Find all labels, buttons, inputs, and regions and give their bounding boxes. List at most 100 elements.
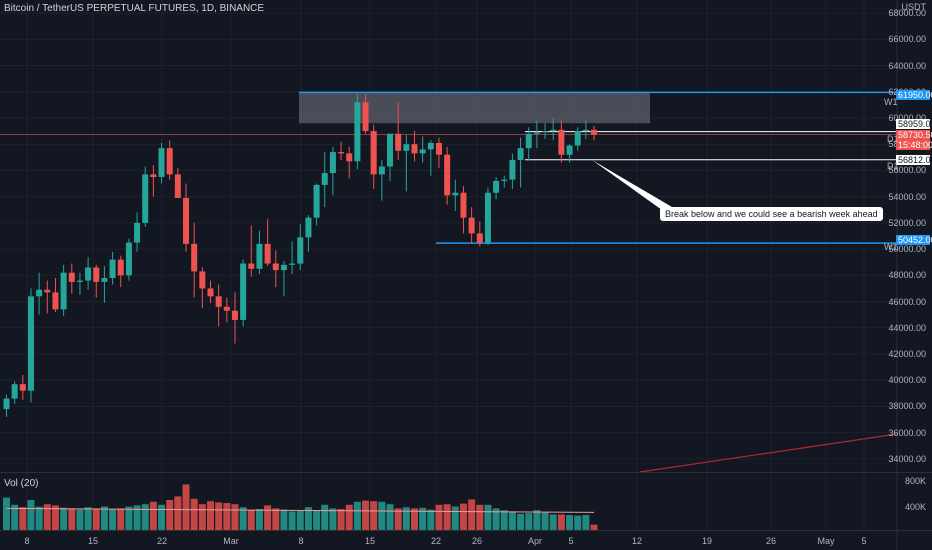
volume-bar [459, 503, 467, 530]
volume-bar [427, 509, 435, 530]
grid-lines [0, 0, 897, 530]
volume-bar [255, 509, 263, 530]
volume-bar [345, 504, 353, 530]
candle-body [460, 192, 467, 218]
volume-bar [557, 514, 565, 530]
candle-body [558, 129, 565, 155]
volume-bar [207, 501, 214, 530]
candle-body [419, 149, 426, 154]
volume-bar [231, 504, 239, 530]
price-tick: 40000.00 [888, 375, 926, 386]
volume-bar [394, 508, 402, 530]
time-tick: 22 [430, 536, 442, 546]
candle-body [174, 174, 181, 198]
volume-bar [329, 508, 337, 530]
volume-bar [215, 502, 223, 530]
candle-body [468, 217, 475, 234]
price-tick: 54000.00 [888, 191, 926, 202]
candle-body [566, 145, 573, 155]
candle-body [11, 384, 18, 399]
candle-body [109, 259, 116, 278]
candle-body [60, 272, 67, 310]
volume-bar [525, 513, 533, 530]
volume-bar [574, 515, 582, 530]
candle-body [93, 267, 100, 282]
candle-body [223, 306, 230, 311]
volume-bar [476, 504, 484, 530]
candle-body [289, 263, 296, 265]
time-tick: 15 [87, 536, 99, 546]
volume-bar [296, 510, 304, 530]
volume-bar [35, 506, 43, 530]
candle-body [354, 102, 361, 162]
time-tick: Mar [223, 536, 239, 546]
level-tag-w1-lower: W1 [884, 242, 898, 252]
price-label-w1-upper: 61950.00 [896, 90, 932, 100]
volume-bar [451, 506, 459, 530]
volume-scale-800k: 800K [904, 476, 926, 486]
candle-body [3, 398, 10, 410]
time-tick: 8 [24, 536, 30, 546]
candle-body [231, 310, 238, 320]
time-tick: May [817, 536, 835, 546]
annotation-callout[interactable]: Break below and we could see a bearish w… [660, 207, 883, 221]
resistance-zone-box [299, 92, 650, 124]
price-tick: 38000.00 [888, 401, 926, 412]
volume-bar [247, 510, 255, 530]
volume-bar [402, 507, 410, 530]
volume-bar [386, 504, 394, 530]
volume-bar [313, 510, 321, 530]
candle-body [280, 264, 287, 271]
price-label-current: 58730.50 [896, 130, 932, 140]
candle-body [183, 197, 190, 244]
volume-bar [264, 505, 272, 530]
candle-body [27, 296, 34, 391]
volume-bar [370, 501, 378, 530]
volume-bar [378, 501, 386, 530]
volume-bar [419, 507, 427, 530]
volume-bar [117, 508, 125, 530]
time-tick: 19 [701, 536, 713, 546]
price-tick: 48000.00 [888, 270, 926, 281]
candle-body [395, 133, 402, 151]
candle-body [142, 174, 149, 223]
volume-bar [76, 509, 84, 530]
price-tick: 42000.00 [888, 349, 926, 359]
volume-bar [582, 515, 590, 530]
volume-bar [443, 504, 451, 530]
candle-body [533, 132, 540, 134]
candle-body [19, 384, 26, 391]
candle-body [574, 131, 581, 146]
volume-scale-400k: 400K [904, 502, 926, 512]
candle-body [452, 192, 459, 196]
candle-body [248, 263, 255, 269]
chart-title: Bitcoin / TetherUS PERPETUAL FUTURES, 1D… [4, 3, 265, 14]
volume-indicator-label[interactable]: Vol (20) [4, 478, 39, 489]
candle-body [329, 152, 336, 174]
volume-bar [272, 508, 280, 530]
candle-body [501, 179, 508, 181]
candle-body [444, 154, 451, 196]
currency-label: USDT [901, 2, 927, 12]
annotation-pointer [592, 160, 672, 210]
volume-bar [109, 509, 117, 530]
red-trend-line [639, 433, 898, 473]
candle-body [150, 174, 157, 177]
volume-bar [533, 510, 541, 530]
volume-bar [280, 509, 288, 530]
volume-bar [68, 508, 76, 530]
time-tick: 5 [861, 536, 867, 546]
volume-bar [125, 506, 133, 530]
candle-body [542, 131, 549, 133]
candle-body [582, 129, 589, 132]
candle-body [321, 173, 328, 185]
volume-bar [51, 505, 59, 530]
volume-ma-line [6, 507, 595, 513]
price-tick: 36000.00 [888, 427, 926, 438]
candle-body [256, 243, 263, 269]
time-tick: 15 [364, 536, 376, 546]
candle-body [117, 259, 124, 276]
candle-body [207, 288, 214, 297]
price-label-d1-lower: 56812.00 [896, 155, 932, 165]
